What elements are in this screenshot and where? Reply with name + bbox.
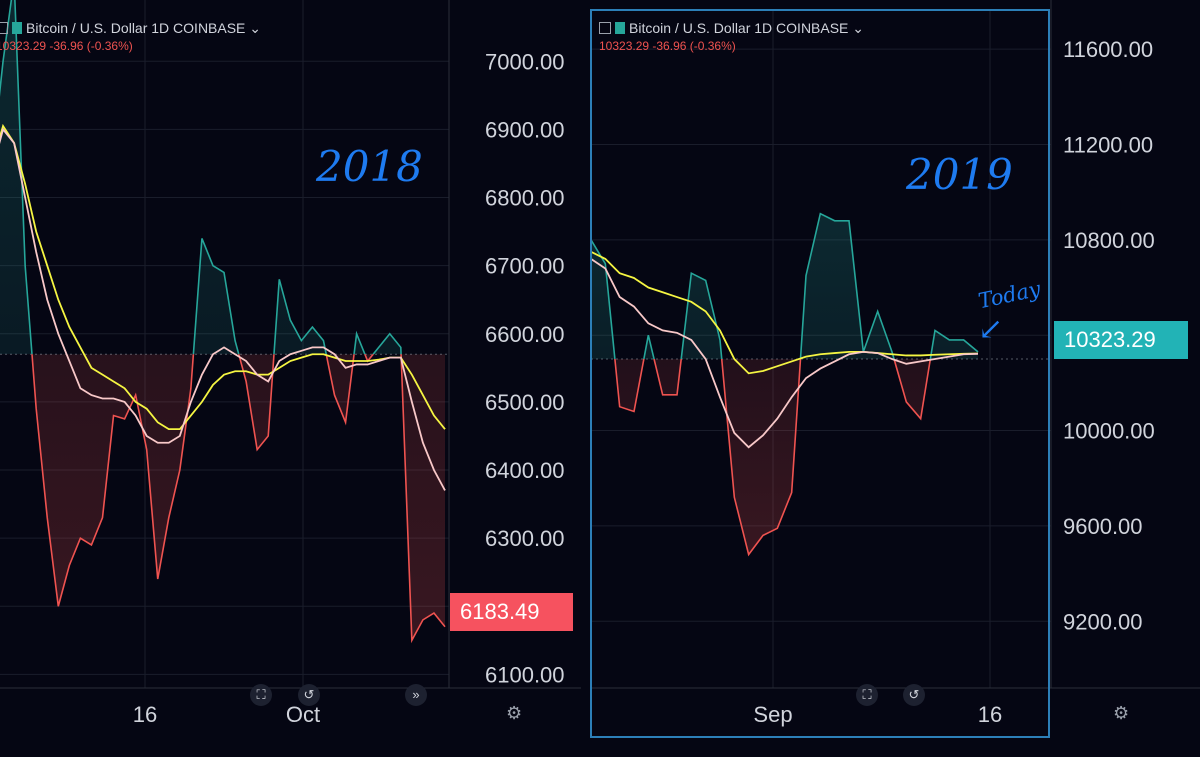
y-tick-label: 6900.00 — [485, 117, 565, 142]
arrow-icon: ↙ — [978, 312, 1004, 347]
area-below-baseline — [0, 354, 445, 641]
chevron-down-icon[interactable]: ⌄ — [249, 20, 262, 36]
ma-line-pink — [591, 258, 979, 449]
series-line-down — [614, 359, 932, 557]
left-legend-sub: 10323.29 -36.96 (-0.36%) — [0, 39, 133, 53]
reset-icon[interactable]: ↺ — [298, 684, 320, 706]
fullscreen-icon[interactable]: ⛶ — [856, 684, 878, 706]
scroll-right-icon[interactable]: » — [405, 684, 427, 706]
flag-icon — [615, 22, 625, 34]
left-year-annotation: 2018 — [316, 142, 423, 191]
gear-icon[interactable]: ⚙ — [1113, 703, 1130, 723]
left-legend-title: Bitcoin / U.S. Dollar 1D COINBASE — [26, 20, 246, 36]
expand-icon[interactable] — [599, 22, 611, 34]
plot-area — [591, 212, 1051, 557]
right-legend-title: Bitcoin / U.S. Dollar 1D COINBASE — [629, 20, 849, 36]
y-tick-label: 7000.00 — [485, 49, 565, 74]
x-tick-label: Oct — [286, 702, 320, 727]
y-tick-label: 6500.00 — [485, 390, 565, 415]
reset-icon[interactable]: ↺ — [903, 684, 925, 706]
right-year-annotation: 2019 — [906, 150, 1013, 199]
ma-line-yellow — [0, 123, 446, 431]
fullscreen-icon[interactable]: ⛶ — [250, 684, 272, 706]
gear-icon[interactable]: ⚙ — [506, 703, 523, 723]
ma-line-yellow — [591, 250, 979, 375]
ma-line-pink — [0, 127, 446, 491]
right-legend-sub: 10323.29 -36.96 (-0.36%) — [599, 39, 736, 53]
y-tick-label: 10000.00 — [1063, 419, 1155, 444]
y-tick-label: 9600.00 — [1063, 514, 1143, 539]
area-above-baseline — [0, 0, 445, 355]
y-tick-label: 6700.00 — [485, 254, 565, 279]
y-tick-label: 6300.00 — [485, 526, 565, 551]
series-line-down — [31, 354, 446, 644]
left-price-tag: 6183.49 — [450, 593, 573, 631]
y-tick-label: 10800.00 — [1063, 228, 1155, 253]
area-below-baseline — [591, 359, 978, 555]
right-legend: Bitcoin / U.S. Dollar 1D COINBASE ⌄ 1032… — [599, 20, 864, 53]
series-line-up — [0, 0, 402, 355]
y-tick-label: 6100.00 — [485, 662, 565, 687]
y-tick-label: 9200.00 — [1063, 609, 1143, 634]
flag-icon — [12, 22, 22, 34]
y-tick-label: 6400.00 — [485, 458, 565, 483]
plot-area — [0, 0, 449, 644]
y-tick-label: 11200.00 — [1063, 132, 1153, 157]
y-tick-label: 6600.00 — [485, 322, 565, 347]
y-tick-label: 6800.00 — [485, 186, 565, 211]
right-price-tag: 10323.29 — [1054, 321, 1188, 359]
x-tick-label: 16 — [978, 702, 1002, 727]
chevron-down-icon[interactable]: ⌄ — [852, 20, 865, 36]
y-tick-label: 11600.00 — [1063, 37, 1153, 62]
expand-icon[interactable] — [0, 22, 8, 34]
left-legend: Bitcoin / U.S. Dollar 1D COINBASE ⌄ 1032… — [0, 20, 261, 53]
x-tick-label: 16 — [133, 702, 157, 727]
x-tick-label: Sep — [753, 702, 792, 727]
